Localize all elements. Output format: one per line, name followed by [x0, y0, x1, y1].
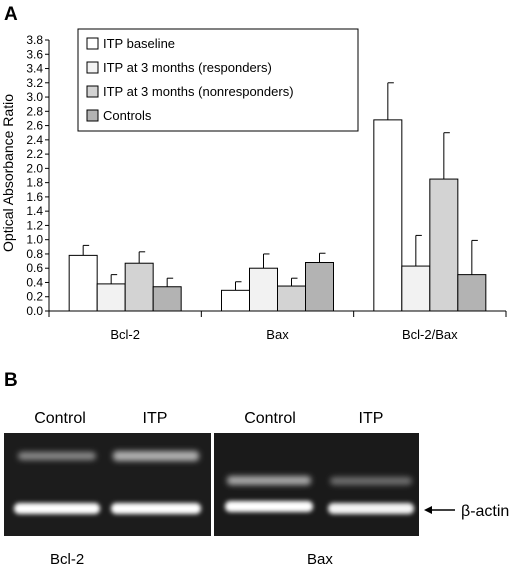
category-label: Bcl-2 — [110, 327, 140, 342]
gel-lane-label-itp-2: ITP — [359, 410, 384, 427]
gel-lane-label-control-1: Control — [34, 410, 86, 427]
bars — [68, 119, 487, 312]
legend-swatch — [86, 37, 99, 50]
legend-label: ITP at 3 months (responders) — [103, 60, 272, 75]
gel-band-bax-itp — [330, 477, 412, 485]
gel-caption-bax: Bax — [307, 551, 333, 568]
gel-image-bax — [214, 433, 419, 536]
y-tick-label: 2.2 — [26, 147, 43, 161]
y-axis-label: Optical Absorbance Ratio — [0, 94, 16, 252]
bar-bcl-2-bax-series-3 — [457, 274, 487, 312]
legend: ITP baseline ITP at 3 months (responders)… — [77, 28, 359, 132]
y-tick-label: 1.8 — [26, 176, 43, 190]
y-tick-label: 0.0 — [26, 304, 43, 318]
y-tick-label: 1.4 — [26, 204, 43, 218]
bar-bax-series-2 — [277, 285, 306, 312]
error-bars — [82, 82, 478, 291]
gel-image-bcl2 — [4, 433, 211, 536]
y-tick-label: 0.4 — [26, 275, 43, 289]
legend-label: ITP at 3 months (nonresponders) — [103, 84, 294, 99]
legend-box — [77, 28, 359, 132]
actin-label: β-actin — [461, 503, 509, 520]
y-tick-label: 0.8 — [26, 247, 43, 261]
gel-band-bcl2-itp — [113, 451, 199, 461]
bar-chart: Optical Absorbance Ratio 0.00.20.40.60.8… — [0, 28, 507, 342]
legend-swatch — [86, 61, 99, 74]
y-tick-label: 2.0 — [26, 161, 43, 175]
legend-label: ITP baseline — [103, 36, 175, 51]
gel-panel: Control ITP Control ITP — [4, 410, 509, 568]
bar-bax-series-3 — [305, 262, 334, 312]
bar-bax-series-1 — [249, 267, 278, 312]
legend-swatch — [86, 85, 99, 98]
x-ticks — [48, 311, 507, 317]
arrow-left-icon — [424, 506, 455, 514]
gel-caption-bcl2: Bcl-2 — [50, 551, 84, 568]
y-tick-label: 2.6 — [26, 119, 43, 133]
y-tick-label: 3.8 — [26, 33, 43, 47]
gel-lane-label-itp-1: ITP — [143, 410, 168, 427]
y-tick-label: 1.0 — [26, 233, 43, 247]
y-ticks: 0.00.20.40.60.81.01.21.41.61.82.02.22.42… — [26, 33, 49, 318]
gel-band-actin-control-1 — [14, 503, 100, 514]
gel-band-actin-control-2 — [225, 501, 313, 512]
gel-band-bax-control — [227, 476, 311, 485]
gel-band-actin-itp-1 — [111, 503, 201, 514]
y-tick-label: 2.4 — [26, 133, 43, 147]
y-tick-label: 0.6 — [26, 261, 43, 275]
bar-bcl-2-series-1 — [96, 283, 126, 312]
bar-bcl-2-series-0 — [68, 254, 98, 312]
legend-swatch — [86, 109, 99, 122]
y-tick-label: 0.2 — [26, 290, 43, 304]
y-tick-label: 3.6 — [26, 47, 43, 61]
panel-a-label: A — [4, 4, 18, 25]
gel-lane-label-control-2: Control — [244, 410, 296, 427]
y-tick-label: 1.6 — [26, 190, 43, 204]
y-tick-label: 1.2 — [26, 218, 43, 232]
y-tick-label: 3.0 — [26, 90, 43, 104]
legend-label: Controls — [103, 108, 152, 123]
category-label: Bax — [266, 327, 289, 342]
category-labels: Bcl-2 Bax Bcl-2/Bax — [110, 327, 458, 342]
y-tick-label: 3.2 — [26, 76, 43, 90]
bar-bcl-2-bax-series-2 — [429, 178, 459, 312]
bar-bcl-2-bax-series-1 — [401, 265, 431, 312]
bar-bax-series-0 — [221, 289, 250, 312]
category-label: Bcl-2/Bax — [402, 327, 458, 342]
bar-bcl-2-series-3 — [152, 286, 182, 312]
panel-b-label: B — [4, 370, 18, 391]
gel-band-actin-itp-2 — [328, 503, 414, 514]
y-tick-label: 3.4 — [26, 62, 43, 76]
bar-bcl-2-series-2 — [124, 262, 154, 312]
y-tick-label: 2.8 — [26, 104, 43, 118]
bar-bcl-2-bax-series-0 — [373, 119, 403, 312]
gel-band-bcl2-control — [18, 452, 96, 460]
